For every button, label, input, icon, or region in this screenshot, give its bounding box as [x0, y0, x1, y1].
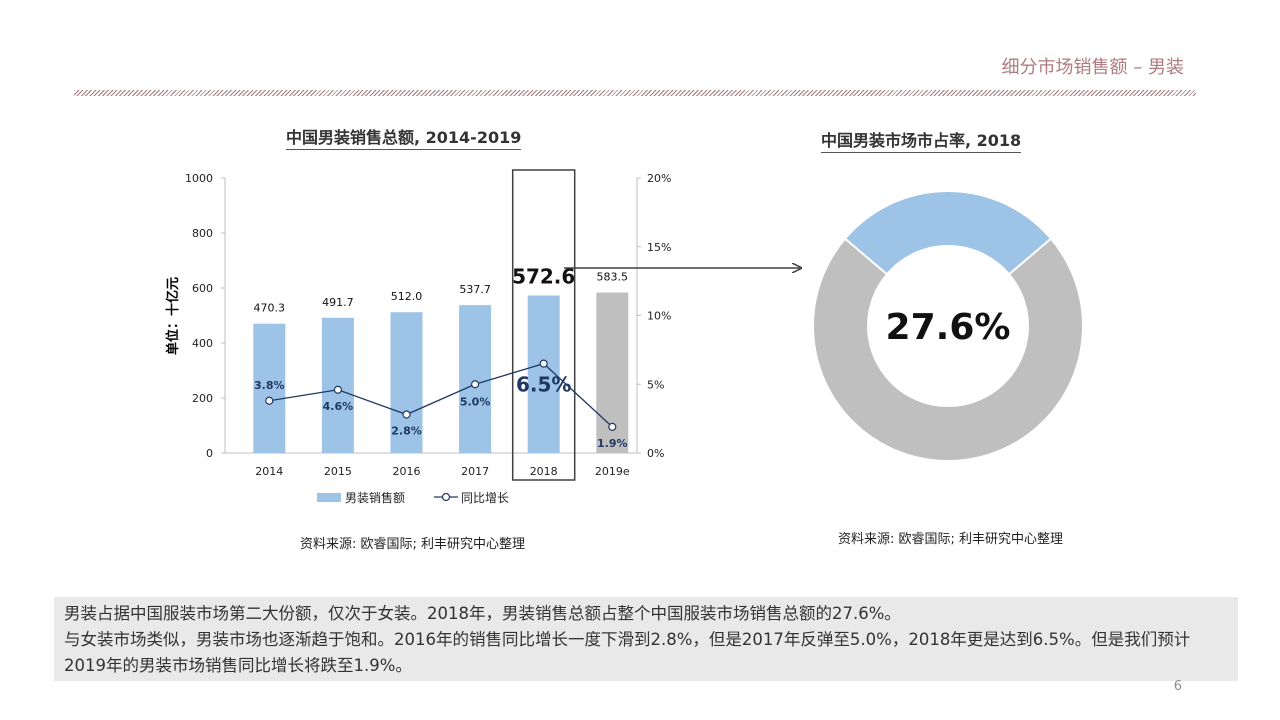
legend-line-marker: [441, 492, 451, 502]
growth-label: 3.8%: [254, 379, 285, 392]
right-tick-label: 20%: [647, 172, 671, 185]
growth-point-2019e: [608, 422, 617, 431]
bar-value-label: 491.7: [322, 296, 354, 309]
growth-point-2015: [333, 385, 342, 394]
x-tick-label: 2014: [255, 465, 283, 478]
y-axis-label: 单位：十亿元: [165, 277, 181, 355]
growth-line: [269, 362, 613, 428]
header-divider: [74, 90, 1196, 96]
bar-chart-source: 资料来源: 欧睿国际; 利丰研究中心整理: [300, 537, 526, 552]
bar-value-label: 537.7: [459, 283, 491, 296]
bar-value-label: 470.3: [254, 302, 286, 315]
left-tick-label: 800: [192, 227, 213, 240]
left-tick-label: 200: [192, 392, 213, 405]
bar-2016: [390, 312, 423, 453]
left-tick-label: 400: [192, 337, 213, 350]
page-number: 6: [1173, 679, 1182, 694]
legend-bar-label: 男装销售额: [345, 490, 405, 505]
growth-label: 1.9%: [597, 437, 628, 450]
growth-point-2016: [402, 410, 411, 419]
highlight-box-2018: [511, 169, 576, 481]
x-tick-label: 2018: [530, 465, 558, 478]
growth-label: 4.6%: [323, 400, 354, 413]
right-tick-label: 5%: [647, 378, 664, 391]
left-tick-label: 0: [206, 447, 213, 460]
donut-slice-menswear: [843, 190, 1053, 276]
growth-label: 5.0%: [460, 395, 491, 408]
bar-chart: 0 200 400 600 800 1000 0% 5% 10% 15% 20% 470.3 491.7…: [185, 169, 801, 505]
donut-center-label: 27.6%: [886, 307, 1011, 348]
left-tick-label: 1000: [185, 172, 213, 185]
right-tick-label: 10%: [647, 310, 671, 323]
right-tick-label: 0%: [647, 447, 664, 460]
legend-bar-swatch: [317, 493, 341, 502]
summary-box: 男装占据中国服装市场第二大份额，仅次于女装。2018年，男装销售总额占整个中国服…: [54, 597, 1238, 681]
growth-point-2018: [539, 359, 548, 368]
donut-chart: [812, 190, 1084, 462]
summary-line-2: 与女装市场类似，男装市场也逐渐趋于饱和。2016年的销售同比增长一度下滑到2.8…: [64, 630, 1191, 675]
bar-chart-title: 中国男装销售总额, 2014-2019: [286, 124, 522, 150]
growth-label: 2.8%: [391, 425, 422, 438]
bar-value-label: 512.0: [391, 290, 423, 303]
donut-slice-rest: [812, 237, 1084, 462]
growth-label: 6.5%: [516, 373, 571, 397]
x-tick-label: 2017: [461, 465, 489, 478]
left-tick-label: 600: [192, 282, 213, 295]
bar-2015: [321, 317, 354, 453]
bar-2014: [253, 323, 286, 453]
bar-value-label: 583.5: [597, 271, 629, 284]
legend-line-label: 同比增长: [461, 491, 509, 505]
growth-point-2014: [265, 396, 274, 405]
x-tick-label: 2019e: [595, 465, 630, 478]
charts-canvas: 0 200 400 600 800 1000 0% 5% 10% 15% 20% 470.3 491.7…: [165, 169, 1084, 505]
growth-point-2017: [471, 380, 480, 389]
bar-2017: [459, 305, 492, 453]
donut-chart-title: 中国男装市场市占率, 2018: [821, 127, 1022, 153]
x-tick-label: 2016: [393, 465, 421, 478]
x-tick-label: 2015: [324, 465, 352, 478]
summary-line-1: 男装占据中国服装市场第二大份额，仅次于女装。2018年，男装销售总额占整个中国服…: [64, 604, 901, 623]
donut-chart-source: 资料来源: 欧睿国际; 利丰研究中心整理: [838, 532, 1064, 547]
right-tick-label: 15%: [647, 241, 671, 254]
page-header-title: 细分市场销售额 – 男装: [1001, 57, 1184, 78]
